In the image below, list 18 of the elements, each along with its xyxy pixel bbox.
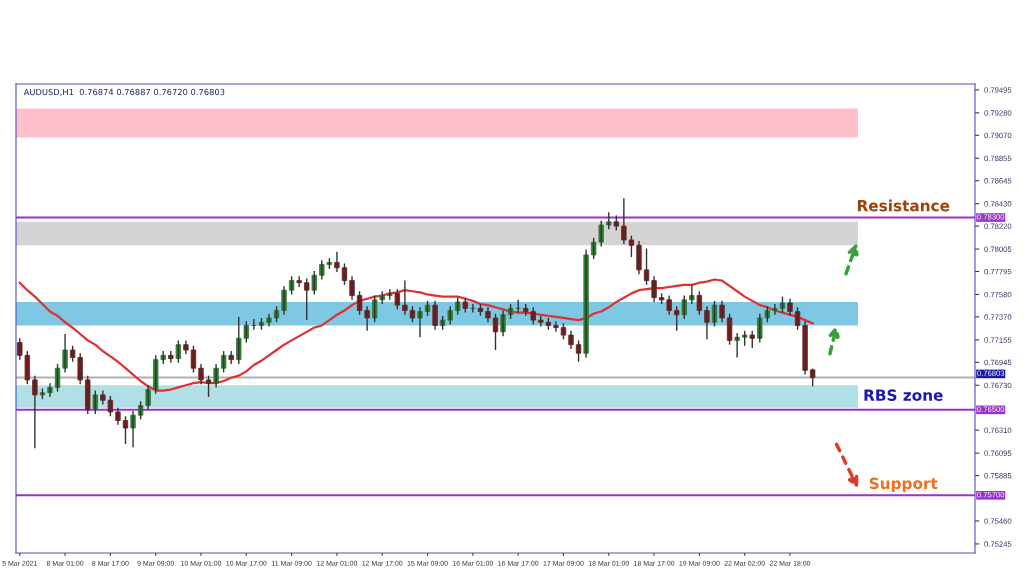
candlestick <box>92 389 98 415</box>
text: AUDUSD,H1 0.76874 0.76887 0.76720 0.76803 <box>23 88 225 96</box>
candlestick <box>288 275 295 296</box>
candlestick <box>205 374 212 398</box>
ref-line-label: Resistance <box>857 199 950 212</box>
candlestick <box>311 270 317 296</box>
line-series <box>18 278 814 392</box>
candlestick <box>85 374 91 415</box>
candlestick <box>304 277 310 321</box>
candlestick <box>394 288 401 311</box>
candlestick <box>696 290 703 316</box>
candlestick <box>726 312 733 346</box>
band-label: RBS zone <box>864 389 943 401</box>
candlestick <box>175 339 182 364</box>
ref-line-label: Support <box>869 477 938 493</box>
candlestick <box>674 305 680 332</box>
candlestick <box>220 350 227 374</box>
candlestick <box>681 294 687 320</box>
